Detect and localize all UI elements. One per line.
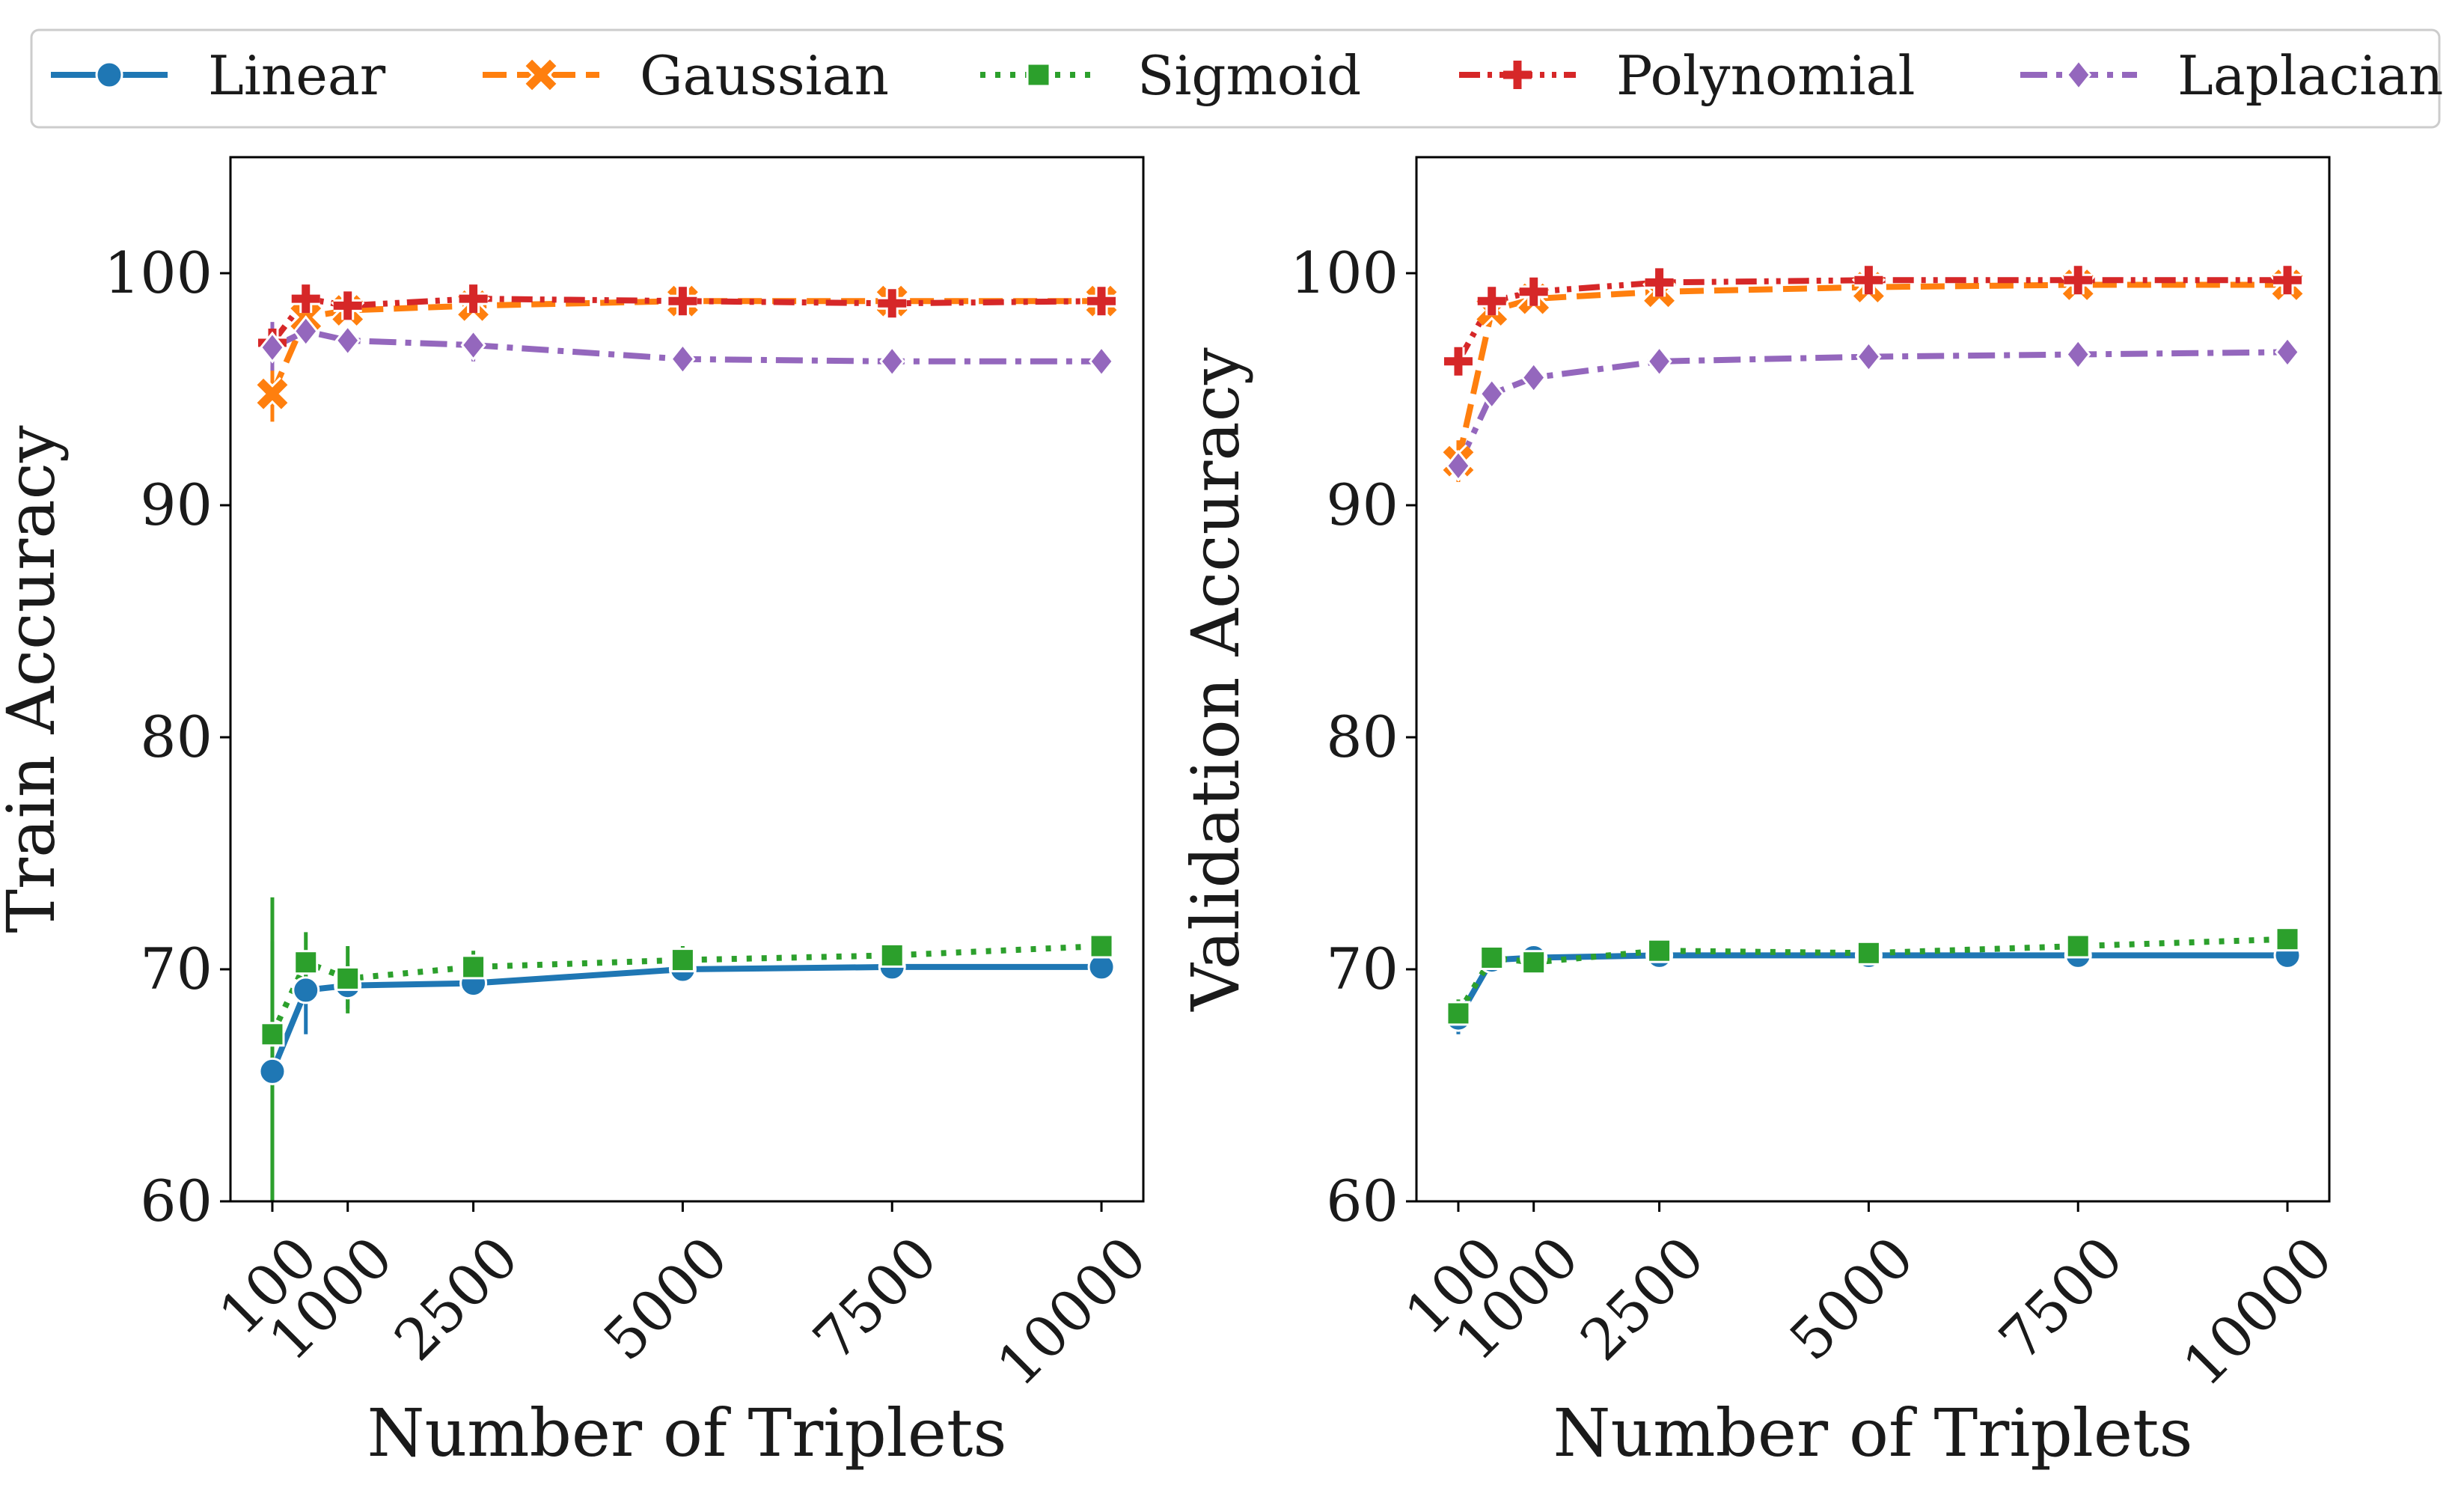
polynomial-point	[1519, 277, 1548, 306]
legend-entry-polynomial: Polynomial	[1459, 44, 1916, 107]
x-tick-label: 10000	[2170, 1224, 2345, 1399]
laplacian-point	[259, 331, 286, 364]
laplacian-point	[670, 343, 696, 376]
legend-swatch-marker	[95, 61, 123, 89]
x-tick-label: 5000	[1777, 1224, 1927, 1373]
y-tick-label: 80	[140, 704, 213, 770]
laplacian-point	[2065, 338, 2091, 371]
laplacian-point	[1646, 345, 1672, 378]
linear-point	[258, 1057, 287, 1085]
legend-label: Sigmoid	[1137, 44, 1361, 107]
y-axis-label: Validation Accuracy	[1177, 347, 1254, 1012]
y-tick-label: 100	[1290, 240, 1398, 306]
laplacian-point	[1856, 341, 1882, 373]
sigmoid-point	[260, 1022, 285, 1047]
legend-label: Laplacian	[2177, 44, 2443, 107]
y-tick-label: 60	[140, 1168, 213, 1234]
sigmoid-point	[461, 954, 486, 980]
linear-line	[269, 963, 1102, 1073]
polynomial-point	[459, 284, 488, 314]
y-tick-label: 90	[1326, 472, 1398, 538]
y-tick-label: 90	[140, 472, 213, 538]
sigmoid-point	[1521, 950, 1547, 975]
polynomial-point	[333, 291, 362, 320]
x-tick-label: 5000	[591, 1224, 741, 1373]
legend-swatch-marker	[524, 58, 558, 92]
sigmoid-point	[1446, 1001, 1471, 1026]
polynomial-point	[1477, 287, 1506, 316]
laplacian-point	[293, 315, 319, 347]
gaussian-point	[255, 376, 290, 411]
plot-frame	[1415, 156, 2331, 1203]
sigmoid-point	[2065, 933, 2091, 959]
sigmoid-point	[670, 948, 695, 973]
plot-frame	[229, 156, 1145, 1203]
sigmoid-point	[335, 966, 361, 991]
legend-entry-sigmoid: Sigmoid	[980, 44, 1361, 107]
y-tick-label: 70	[1326, 936, 1398, 1002]
linear-point	[292, 976, 320, 1004]
laplacian-point	[1520, 362, 1547, 394]
legend-label: Gaussian	[640, 44, 889, 107]
y-tick-label: 100	[104, 240, 213, 306]
laplacian-line	[1455, 349, 2288, 467]
sigmoid-point	[1856, 940, 1881, 966]
laplacian-point	[879, 345, 905, 378]
polynomial-point	[1645, 268, 1674, 297]
laplacian-point	[460, 329, 486, 362]
x-axis-label: Number of Triplets	[1553, 1394, 2192, 1472]
legend-entry-linear: Linear	[51, 44, 386, 107]
legend-entry-gaussian: Gaussian	[483, 44, 889, 107]
laplacian-point	[2274, 335, 2301, 368]
y-tick-label: 80	[1326, 704, 1398, 770]
x-tick-label: 7500	[1986, 1224, 2136, 1373]
legend: Linear Gaussian Sigmoid Polynomial Laplacian	[30, 28, 2443, 129]
plot-area	[255, 284, 1119, 1201]
polynomial-point	[1087, 287, 1116, 316]
x-tick-label: 2500	[382, 1224, 531, 1373]
legend-entry-laplacian: Laplacian	[2020, 44, 2443, 107]
x-axis-label: Number of Triplets	[367, 1394, 1006, 1472]
y-tick-label: 60	[1326, 1168, 1398, 1234]
y-tick-label: 70	[140, 936, 213, 1002]
polynomial-point	[1443, 347, 1473, 376]
legend-label: Linear	[208, 44, 386, 107]
polynomial-point	[291, 284, 320, 314]
polynomial-point	[668, 287, 697, 316]
sigmoid-point	[1089, 933, 1114, 959]
sigmoid-point	[879, 942, 905, 968]
sigmoid-point	[2275, 927, 2300, 952]
sigmoid-point	[293, 950, 319, 975]
legend-swatch-marker	[2065, 58, 2092, 91]
polynomial-point	[1854, 266, 1883, 295]
x-tick-label: 7500	[800, 1224, 950, 1373]
plot-area	[1441, 266, 2305, 1034]
laplacian-point	[1088, 345, 1115, 378]
legend-box	[30, 28, 2441, 129]
x-tick-label: 2500	[1568, 1224, 1717, 1373]
polynomial-point	[878, 289, 907, 318]
legend-swatch-marker	[1503, 61, 1532, 89]
sigmoid-point	[1647, 938, 1672, 963]
laplacian-point	[334, 324, 361, 357]
y-axis-label: Train Accuracy	[0, 425, 70, 933]
legend-label: Polynomial	[1616, 44, 1916, 107]
polynomial-point	[2273, 266, 2302, 295]
laplacian-point	[1479, 377, 1505, 410]
x-tick-label: 10000	[984, 1224, 1159, 1399]
legend-swatch-marker	[1026, 62, 1051, 88]
laplacian-point	[1445, 449, 1472, 482]
sigmoid-point	[1479, 945, 1505, 970]
polynomial-point	[2064, 266, 2093, 295]
